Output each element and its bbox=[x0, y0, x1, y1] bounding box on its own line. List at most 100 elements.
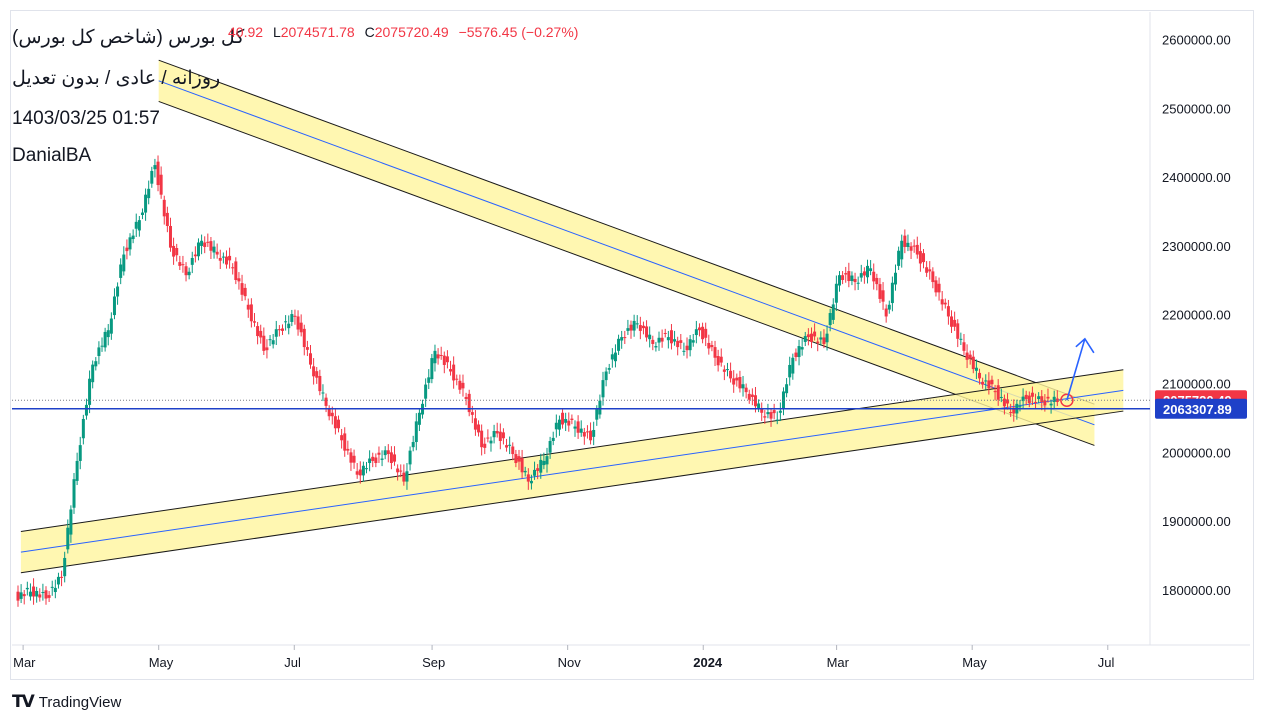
candle-body bbox=[333, 416, 337, 429]
candle-body bbox=[697, 327, 701, 331]
candle-body bbox=[1030, 392, 1034, 397]
candle-body bbox=[268, 339, 272, 341]
candle-body bbox=[299, 322, 303, 333]
chart-frame[interactable] bbox=[10, 10, 1254, 680]
candle-body bbox=[729, 370, 733, 379]
candle-body bbox=[477, 424, 481, 433]
candle-body bbox=[508, 444, 512, 446]
annotations bbox=[1060, 337, 1095, 407]
ohlc-close: 2075720.49 bbox=[374, 24, 449, 40]
candle-body bbox=[349, 452, 353, 463]
candle-body bbox=[785, 384, 789, 394]
candle-body bbox=[514, 454, 518, 464]
grid bbox=[12, 12, 1250, 646]
candle-body bbox=[1009, 412, 1013, 414]
candle-body bbox=[340, 435, 344, 441]
forecast-arrowhead bbox=[1075, 337, 1095, 354]
candle-body bbox=[215, 251, 219, 255]
candle-body bbox=[396, 468, 400, 473]
candle-body bbox=[592, 429, 596, 437]
candle-body bbox=[156, 161, 160, 186]
candle-body bbox=[265, 347, 269, 351]
candle-body bbox=[274, 329, 278, 337]
candle-body bbox=[601, 380, 605, 398]
x-axis[interactable]: Mar May Jul Sep Nov 2024 Mar May Jul bbox=[13, 645, 1114, 670]
candle-body bbox=[1040, 396, 1044, 402]
candle-body bbox=[125, 247, 129, 252]
candle-body bbox=[869, 268, 873, 272]
candle-body bbox=[775, 419, 779, 421]
tradingview-brand[interactable]: 𝗧𝗩 TradingView bbox=[12, 692, 121, 712]
candle-body bbox=[246, 304, 250, 310]
candle-body bbox=[103, 331, 107, 348]
candle-body bbox=[153, 165, 157, 170]
candle-body bbox=[897, 250, 901, 266]
candle-body bbox=[489, 440, 493, 444]
y-tick-label: 2600000.00 bbox=[1162, 33, 1231, 48]
candle-body bbox=[694, 329, 698, 336]
candle-body bbox=[959, 338, 963, 340]
candle-body bbox=[772, 410, 776, 414]
candle-body bbox=[725, 369, 729, 371]
candle-body bbox=[847, 271, 851, 282]
x-tick-label: May bbox=[962, 655, 987, 670]
x-tick-label: Jul bbox=[1098, 655, 1115, 670]
candle-body bbox=[598, 400, 602, 415]
chart-title: کل بورس (شاخص کل بورس) bbox=[12, 27, 245, 48]
y-tick-label: 2500000.00 bbox=[1162, 101, 1231, 116]
candle-body bbox=[284, 321, 288, 323]
candle-body bbox=[673, 339, 677, 342]
candle-body bbox=[766, 412, 770, 415]
candle-body bbox=[231, 267, 235, 269]
candle-body bbox=[464, 396, 468, 400]
candle-body bbox=[134, 221, 138, 229]
candle-body bbox=[962, 342, 966, 351]
candle-body bbox=[224, 256, 228, 265]
candle-body bbox=[159, 174, 163, 195]
candle-body bbox=[368, 458, 372, 464]
candle-body bbox=[978, 372, 982, 379]
ohlc-low: 2074571.78 bbox=[280, 24, 355, 40]
candle-body bbox=[312, 366, 316, 377]
candle-body bbox=[337, 419, 341, 429]
candle-body bbox=[41, 592, 45, 594]
candle-body bbox=[617, 338, 621, 351]
candle-body bbox=[408, 450, 412, 465]
candle-body bbox=[554, 422, 558, 430]
candle-body bbox=[856, 282, 860, 284]
candle-body bbox=[918, 251, 922, 264]
candle-body bbox=[791, 357, 795, 374]
candle-body bbox=[78, 445, 82, 461]
candle-body bbox=[473, 418, 477, 430]
candle-body bbox=[903, 235, 907, 247]
x-tick-label: Mar bbox=[13, 655, 36, 670]
candle-body bbox=[206, 241, 210, 243]
candle-body bbox=[116, 286, 120, 297]
candle-body bbox=[240, 283, 244, 295]
candle-body bbox=[100, 345, 104, 347]
candle-body bbox=[940, 299, 944, 305]
candle-body bbox=[691, 340, 695, 343]
candle-body bbox=[94, 361, 98, 367]
candle-body bbox=[483, 443, 487, 448]
candle-body bbox=[181, 264, 185, 266]
price-tags: 2075720.492063307.89 bbox=[1155, 390, 1247, 419]
candle-body bbox=[324, 397, 328, 406]
candle-body bbox=[495, 431, 499, 434]
candle-body bbox=[402, 472, 406, 482]
candle-body bbox=[455, 378, 459, 380]
candle-body bbox=[931, 271, 935, 283]
channels bbox=[20, 59, 1124, 574]
candle-body bbox=[386, 450, 390, 455]
candle-body bbox=[710, 345, 714, 348]
candle-body bbox=[196, 242, 200, 257]
candle-body bbox=[545, 456, 549, 465]
y-tick-label: 2000000.00 bbox=[1162, 445, 1231, 460]
candle-body bbox=[380, 458, 384, 460]
candle-body bbox=[679, 340, 683, 343]
y-axis[interactable]: 2600000.00 2500000.00 2400000.00 2300000.00… bbox=[1162, 33, 1231, 598]
candle-body bbox=[467, 393, 471, 413]
candle-body bbox=[184, 266, 188, 276]
candle-body bbox=[688, 339, 692, 351]
